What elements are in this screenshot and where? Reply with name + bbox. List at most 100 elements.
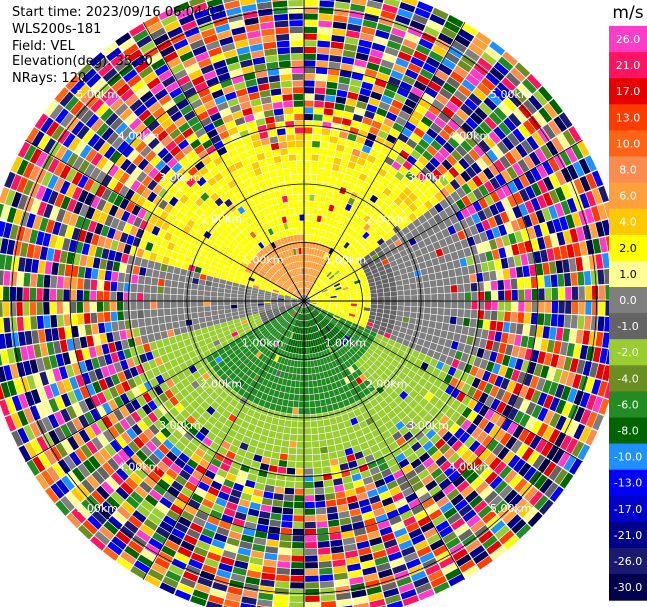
gate xyxy=(504,245,514,257)
gate xyxy=(617,317,625,334)
gate xyxy=(359,32,374,42)
gate xyxy=(429,234,438,244)
gate xyxy=(517,158,530,173)
gate xyxy=(204,285,212,292)
gate xyxy=(163,294,171,301)
gate xyxy=(436,279,444,287)
gate xyxy=(271,451,280,460)
gate xyxy=(372,323,380,330)
gate xyxy=(393,239,402,247)
gate xyxy=(401,127,413,138)
gate xyxy=(474,263,483,274)
gate xyxy=(537,392,548,407)
gate xyxy=(501,136,515,151)
gate xyxy=(320,453,330,461)
gate xyxy=(456,403,467,415)
gate xyxy=(331,241,337,249)
gate xyxy=(374,173,384,183)
gate xyxy=(117,282,124,292)
gate xyxy=(335,309,343,314)
gate xyxy=(343,272,350,278)
gate xyxy=(463,344,472,354)
gate xyxy=(429,342,438,351)
gate xyxy=(326,225,333,233)
gate xyxy=(324,425,332,433)
gate xyxy=(437,220,447,231)
gate xyxy=(69,301,77,314)
gate xyxy=(367,209,375,218)
gate xyxy=(332,559,346,567)
gate xyxy=(479,231,489,243)
gate xyxy=(456,317,464,326)
gate xyxy=(427,173,438,184)
gate xyxy=(104,322,113,333)
gate xyxy=(308,380,314,388)
gate xyxy=(506,421,519,435)
gate xyxy=(398,165,409,176)
gate xyxy=(310,302,317,305)
gate xyxy=(280,405,288,413)
gate xyxy=(467,410,478,423)
gate xyxy=(362,74,376,84)
gate xyxy=(518,428,530,443)
gate xyxy=(96,291,104,301)
gate xyxy=(530,349,540,363)
gate xyxy=(352,65,366,75)
gate xyxy=(170,287,178,295)
gate xyxy=(337,237,344,245)
gate xyxy=(331,424,339,432)
gate xyxy=(455,199,466,210)
gate xyxy=(309,400,316,408)
gate xyxy=(434,388,445,399)
gate xyxy=(325,398,332,406)
gate xyxy=(404,334,412,342)
gate xyxy=(167,329,175,338)
gate xyxy=(449,179,461,191)
gate xyxy=(342,289,350,293)
gate xyxy=(426,19,443,32)
gate xyxy=(305,261,308,268)
gate xyxy=(304,428,311,435)
gate xyxy=(312,134,321,141)
gate xyxy=(162,338,171,347)
gate xyxy=(553,340,562,355)
gate xyxy=(393,341,402,350)
gate xyxy=(398,149,410,160)
gate xyxy=(383,309,391,315)
gate xyxy=(484,291,492,301)
gate xyxy=(272,445,281,453)
gate xyxy=(434,202,444,213)
gate xyxy=(495,173,507,187)
gate xyxy=(292,535,304,542)
gate xyxy=(495,200,506,213)
gate xyxy=(335,0,351,3)
gate xyxy=(481,262,489,272)
gate xyxy=(327,284,334,289)
gate xyxy=(170,342,179,352)
gate xyxy=(317,296,324,299)
gate xyxy=(401,321,409,329)
gate xyxy=(289,595,304,603)
gate xyxy=(414,7,431,19)
gate xyxy=(390,286,397,292)
gate xyxy=(181,332,190,341)
gate xyxy=(377,265,385,272)
gate xyxy=(269,424,278,432)
gate xyxy=(349,126,360,136)
gate xyxy=(314,487,325,495)
gate xyxy=(308,268,311,275)
gate xyxy=(441,159,453,171)
gate xyxy=(444,339,453,348)
gate xyxy=(305,562,319,569)
gate xyxy=(540,338,549,352)
gate xyxy=(310,262,315,269)
gate xyxy=(190,301,197,307)
gate xyxy=(363,307,371,312)
gate xyxy=(370,164,381,173)
gate xyxy=(304,394,310,401)
gate xyxy=(454,267,463,277)
gate xyxy=(295,374,301,381)
gate xyxy=(106,332,114,343)
gate xyxy=(368,126,380,136)
gate xyxy=(266,539,279,548)
